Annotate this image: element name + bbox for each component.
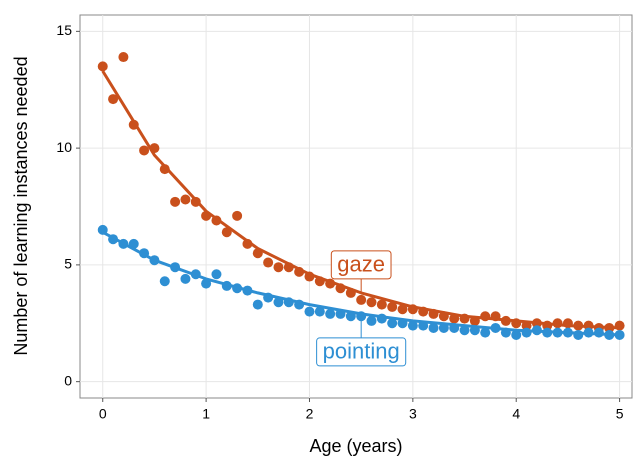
- point: [366, 297, 377, 308]
- point: [314, 306, 325, 317]
- x-tick-label: 3: [409, 406, 417, 422]
- label-box: [330, 250, 392, 280]
- point: [263, 257, 274, 268]
- fit-line: [101, 230, 620, 337]
- point: [387, 318, 398, 329]
- point: [118, 52, 129, 63]
- series-label: pointing: [323, 339, 400, 364]
- point: [252, 299, 263, 310]
- y-axis-label: Number of learning instances needed: [11, 56, 31, 355]
- y-tick-label: 15: [56, 22, 72, 38]
- point: [387, 301, 398, 312]
- point: [325, 308, 336, 319]
- series-label: gaze: [337, 252, 385, 277]
- point: [273, 262, 284, 273]
- y-tick-label: 0: [64, 372, 72, 388]
- point: [459, 325, 470, 336]
- point: [180, 194, 191, 205]
- point: [170, 196, 181, 207]
- x-tick-label: 1: [202, 406, 210, 422]
- point: [407, 320, 418, 331]
- y-tick-label: 10: [56, 139, 72, 155]
- point: [397, 304, 408, 315]
- point: [180, 273, 191, 284]
- point: [428, 322, 439, 333]
- x-tick-label: 5: [616, 406, 624, 422]
- point: [356, 294, 367, 305]
- y-tick-label: 5: [64, 256, 72, 272]
- x-tick-label: 0: [99, 406, 107, 422]
- x-axis-label: Age (years): [309, 436, 402, 456]
- point: [108, 94, 119, 105]
- point: [366, 315, 377, 326]
- x-tick-label: 2: [306, 406, 314, 422]
- point: [159, 276, 170, 287]
- label-box: [316, 337, 407, 367]
- point: [139, 145, 150, 156]
- x-tick-label: 4: [512, 406, 520, 422]
- point: [511, 329, 522, 340]
- point: [97, 61, 108, 72]
- point: [211, 269, 222, 280]
- point: [304, 306, 315, 317]
- point: [159, 164, 170, 175]
- point: [273, 297, 284, 308]
- point: [480, 327, 491, 338]
- point: [376, 299, 387, 310]
- point: [232, 210, 243, 221]
